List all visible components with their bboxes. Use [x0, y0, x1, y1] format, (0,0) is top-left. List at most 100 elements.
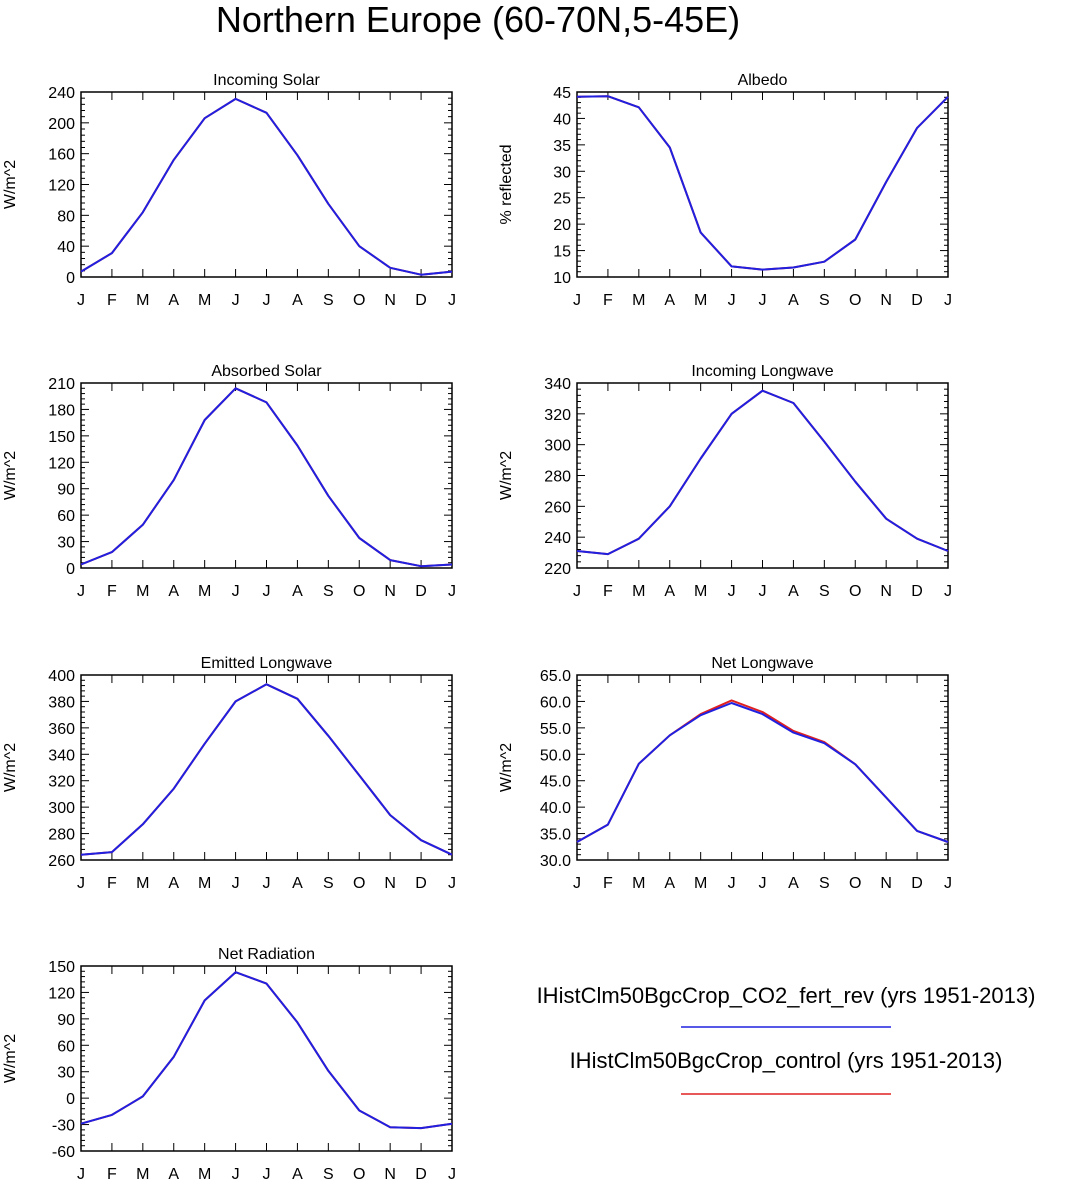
x-tick-label: F — [603, 583, 613, 600]
legend-label-control: IHistClm50BgcCrop_control (yrs 1951-2013… — [570, 1048, 1003, 1073]
y-tick-label: 240 — [48, 85, 75, 102]
y-tick-label: 340 — [544, 376, 571, 393]
x-tick-label: O — [353, 875, 365, 892]
y-tick-label: 50.0 — [540, 747, 571, 764]
x-tick-label: M — [632, 875, 645, 892]
y-tick-label: 55.0 — [540, 721, 571, 738]
plot-frame — [80, 382, 453, 569]
y-tick-label: 60.0 — [540, 694, 571, 711]
y-tick-label: 220 — [544, 561, 571, 578]
x-tick-label: J — [263, 1166, 271, 1183]
x-tick-label: O — [353, 1166, 365, 1183]
x-tick-label: J — [263, 875, 271, 892]
x-tick-label: A — [788, 875, 799, 892]
chart-net-radiation: Net Radiation W/m^2 -60 -30 0 30 60 90 120 150 J F M… — [2, 946, 456, 1183]
y-tick-label: 260 — [544, 499, 571, 516]
x-tick-label: J — [759, 583, 767, 600]
x-tick-label: F — [107, 292, 117, 309]
x-tick-label: S — [323, 875, 334, 892]
x-tick-label: J — [77, 1166, 85, 1183]
chart-absorbed-solar: Absorbed Solar W/m^2 0 30 60 90 120 150 180 210 J F… — [2, 363, 456, 600]
y-tick-label: 360 — [48, 721, 75, 738]
x-tick-label: J — [944, 292, 952, 309]
x-tick-label: M — [694, 292, 707, 309]
x-tick-label: M — [694, 583, 707, 600]
x-tick-label: O — [353, 292, 365, 309]
y-tick-label: 10 — [553, 270, 571, 287]
x-tick-label: M — [632, 583, 645, 600]
plot-frame — [576, 91, 949, 278]
x-tick-label: J — [728, 292, 736, 309]
y-tick-label: 210 — [48, 376, 75, 393]
x-tick-label: O — [353, 583, 365, 600]
y-tick-label: 120 — [48, 178, 75, 195]
x-tick-label: M — [198, 292, 211, 309]
x-tick-label: M — [632, 292, 645, 309]
chart-incoming-longwave: Incoming Longwave W/m^2 220 240 260 280 300 320… — [498, 363, 952, 600]
x-tick-label: O — [849, 583, 861, 600]
x-tick-label: J — [448, 1166, 456, 1183]
x-tick-label: J — [232, 875, 240, 892]
plot-frame — [576, 382, 949, 569]
x-tick-label: M — [198, 875, 211, 892]
x-tick-label: O — [849, 875, 861, 892]
x-tick-label: N — [880, 875, 892, 892]
y-axis-label: W/m^2 — [498, 451, 515, 500]
y-tick-label: 15 — [553, 244, 571, 261]
x-tick-label: N — [384, 1166, 396, 1183]
x-tick-label: A — [664, 583, 675, 600]
x-tick-label: D — [911, 875, 923, 892]
x-tick-label: N — [880, 583, 892, 600]
x-tick-label: A — [664, 292, 675, 309]
y-tick-label: 65.0 — [540, 668, 571, 685]
y-tick-label: 40 — [553, 111, 571, 128]
y-tick-label: 60 — [57, 508, 75, 525]
chart-title: Net Radiation — [218, 946, 315, 963]
chart-title: Emitted Longwave — [201, 655, 333, 672]
x-tick-label: J — [759, 292, 767, 309]
chart-title: Incoming Longwave — [691, 363, 833, 380]
x-tick-label: S — [819, 875, 830, 892]
legend: IHistClm50BgcCrop_CO2_fert_rev (yrs 1951… — [537, 983, 1035, 1095]
series-line-control — [80, 971, 453, 1130]
y-axis-label: W/m^2 — [2, 743, 19, 792]
y-tick-label: 30 — [57, 535, 75, 552]
series-line-co2-fert-rev — [80, 971, 453, 1130]
series-line-co2-fert-rev — [576, 389, 949, 556]
y-tick-label: 400 — [48, 668, 75, 685]
x-tick-label: S — [323, 583, 334, 600]
x-tick-label: F — [603, 875, 613, 892]
y-tick-label: 200 — [48, 116, 75, 133]
y-tick-label: 150 — [48, 959, 75, 976]
x-tick-label: A — [168, 292, 179, 309]
y-tick-label: -30 — [52, 1118, 75, 1135]
y-tick-label: 150 — [48, 429, 75, 446]
x-tick-label: J — [944, 583, 952, 600]
x-tick-label: J — [448, 583, 456, 600]
x-tick-label: M — [136, 1166, 149, 1183]
x-tick-label: A — [168, 875, 179, 892]
y-tick-label: 0 — [66, 1091, 75, 1108]
series-line-control — [576, 699, 949, 843]
y-tick-label: 30 — [57, 1065, 75, 1082]
x-tick-label: D — [415, 875, 427, 892]
y-tick-label: 25 — [553, 191, 571, 208]
y-tick-label: 0 — [66, 561, 75, 578]
series-line-co2-fert-rev — [576, 95, 949, 271]
y-tick-label: 320 — [48, 774, 75, 791]
x-tick-label: A — [292, 292, 303, 309]
series-line-co2-fert-rev — [80, 97, 453, 276]
x-tick-label: A — [788, 583, 799, 600]
chart-net-longwave: Net Longwave W/m^2 30.0 35.0 40.0 45.0 50.0 55.… — [498, 655, 952, 892]
series-line-co2-fert-rev — [80, 387, 453, 568]
x-tick-label: J — [448, 875, 456, 892]
chart-emitted-longwave: Emitted Longwave W/m^2 260 280 300 320 340 360 3… — [2, 655, 456, 892]
y-tick-label: 30 — [553, 164, 571, 181]
plot-frame — [80, 91, 453, 278]
plot-frame — [80, 965, 453, 1152]
y-tick-label: 260 — [48, 853, 75, 870]
y-axis-label: W/m^2 — [498, 743, 515, 792]
x-tick-label: J — [448, 292, 456, 309]
